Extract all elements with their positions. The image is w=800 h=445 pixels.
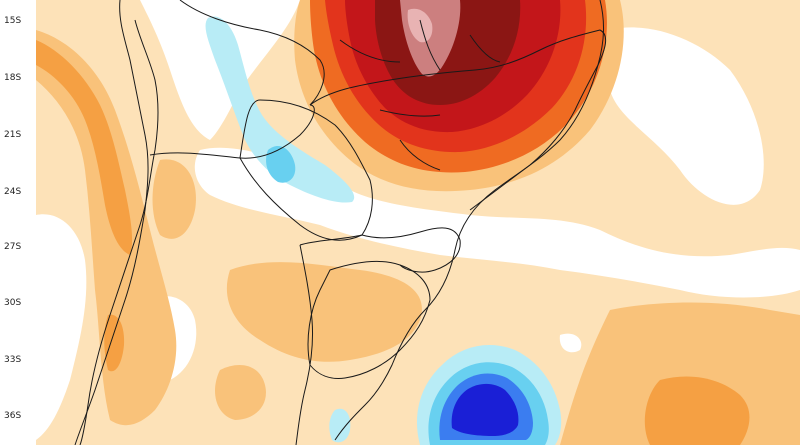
anomaly-field-medium-sw — [226, 262, 422, 362]
border-uruguay — [307, 260, 431, 379]
coastline-pacific — [74, 0, 149, 445]
cold-anomaly-south-small — [329, 408, 351, 443]
cold-anomaly-nw-core — [266, 145, 296, 183]
state-lines-brazil — [339, 19, 501, 171]
border-brazil-east — [309, 29, 607, 211]
anomaly-field-strong-west — [36, 40, 133, 255]
anomaly-field-medium-west — [36, 30, 177, 426]
lat-label-15s: 15S — [4, 16, 22, 26]
border-bolivia-north — [179, 0, 325, 106]
neutral-zone-ne — [608, 27, 764, 205]
lat-label-33s: 33S — [4, 355, 22, 365]
anomaly-field-strong-west-2 — [104, 314, 125, 372]
anomaly-field-strong-se — [644, 376, 750, 445]
border-argentina-central — [295, 244, 313, 445]
anomaly-field-medium-nw — [152, 159, 196, 239]
border-bolivia-south — [149, 104, 315, 159]
border-argentina-paraguay — [239, 157, 363, 241]
lat-label-36s: 36S — [4, 411, 22, 421]
coastline-atlantic — [334, 0, 605, 441]
lat-label-30s: 30S — [4, 298, 22, 308]
heat-anomaly-highlight — [407, 8, 433, 43]
anomaly-field-medium-south — [215, 365, 266, 420]
neutral-zone-central — [194, 147, 800, 298]
cold-anomaly-nw — [205, 16, 355, 203]
lat-label-24s: 24S — [4, 187, 22, 197]
lat-label-27s: 27S — [4, 242, 22, 252]
neutral-zone-se — [559, 333, 582, 353]
andes-border — [79, 19, 159, 445]
cold-anomaly-south-core — [451, 383, 519, 436]
political-borders — [74, 0, 607, 445]
neutral-zone-west — [36, 214, 87, 440]
border-brazil-south — [361, 227, 461, 273]
lat-label-18s: 18S — [4, 73, 22, 83]
lat-label-21s: 21S — [4, 130, 22, 140]
